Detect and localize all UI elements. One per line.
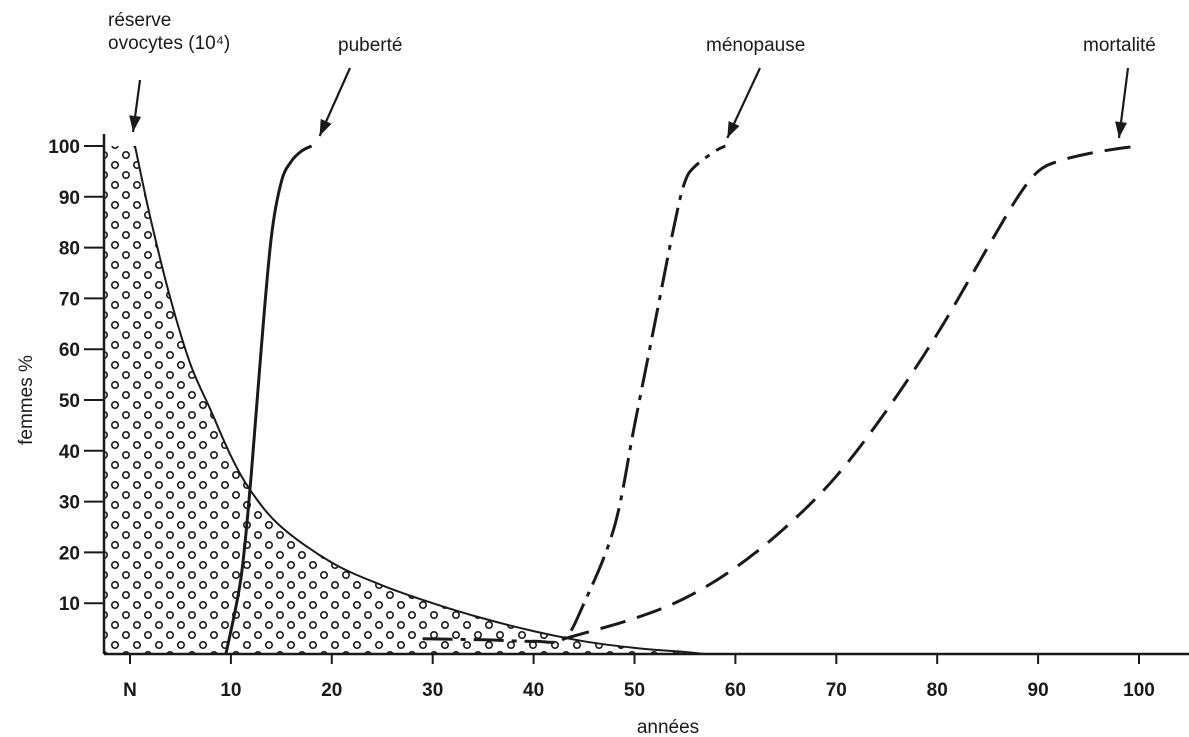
annotation-line-puberte-0: puberté [338,35,402,56]
y-axis-title: femmes % [16,355,37,445]
y-tick-label-70: 70 [59,289,80,310]
curve-reserve-ovocytes-10 [134,145,706,655]
annotation-layer: réserve ovocytes (10⁴) puberté ménopause mor… [108,10,1156,139]
x-tick-label-60: 60 [725,680,746,701]
annotation-line-reserve-ovocytes-10-1: ovocytes (10⁴) [108,33,230,54]
x-axis-title: années [637,717,699,737]
line-layer [134,144,1140,655]
y-tick-label-20: 20 [59,543,80,564]
annotation-arrowhead-puberte [319,118,332,136]
y-tick-label-100: 100 [48,137,80,158]
y-tick-label-40: 40 [59,442,80,463]
x-tick-label-40: 40 [523,680,544,701]
x-tick-label-50: 50 [624,680,645,701]
x-tick-label-80: 80 [927,680,948,701]
annotation-menopause: ménopause [706,35,805,56]
curve-puberte [224,144,313,655]
x-tick-label-10: 10 [220,680,241,701]
x-tick-label-90: 90 [1028,680,1049,701]
y-tick-label-90: 90 [59,188,80,209]
annotation-puberte: puberté [338,35,402,56]
y-tick-label-10: 10 [59,594,80,615]
area-layer [104,146,706,654]
annotation-arrowhead-reserve-ovocytes-10 [129,115,142,132]
x-tick-label-n: N [123,680,137,701]
y-tick-label-50: 50 [59,391,80,412]
annotation-line-reserve-ovocytes-10-0: réserve [108,10,171,31]
x-tick-label-70: 70 [826,680,847,701]
annotation-reserve-ovocytes-10: réserve ovocytes (10⁴) [108,10,230,54]
x-tick-label-20: 20 [321,680,342,701]
x-tick-label-30: 30 [422,680,443,701]
annotation-line-menopause-0: ménopause [706,35,805,56]
y-tick-label-30: 30 [59,493,80,514]
axes-layer [102,134,1189,656]
y-tick-label-60: 60 [59,340,80,361]
y-tick-label-80: 80 [59,239,80,260]
curve-mortalite [563,144,1140,641]
annotation-arrowhead-mortalite [1115,121,1127,138]
curve-menopause [422,144,726,644]
tick-layer: 10 20 30 40 50 60 70 80 90 100 N 10 20 30 40 50 60 70 80 90… [48,137,1155,701]
annotation-line-mortalite-0: mortalité [1083,35,1156,56]
x-tick-label-100: 100 [1123,680,1155,701]
annotation-mortalite: mortalité [1083,35,1156,56]
annotation-arrowhead-menopause [727,121,740,138]
area-reserve-ovocytes-10 [104,146,706,654]
